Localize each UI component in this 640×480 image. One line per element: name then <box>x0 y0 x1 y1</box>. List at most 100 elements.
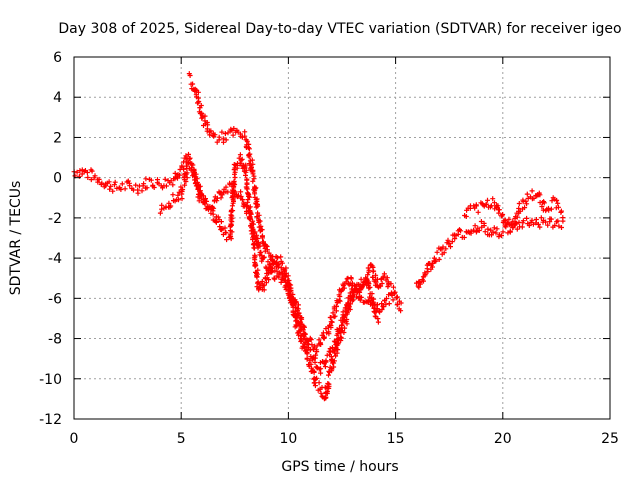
data-point <box>252 186 258 192</box>
data-point <box>474 228 480 234</box>
data-point <box>359 285 365 291</box>
data-point <box>386 292 392 298</box>
data-point <box>311 380 317 386</box>
data-point <box>367 294 373 300</box>
data-point <box>472 223 478 229</box>
data-point <box>366 267 372 273</box>
data-point <box>394 295 399 301</box>
data-point <box>229 229 235 235</box>
data-point <box>234 165 240 171</box>
data-point <box>166 200 172 206</box>
data-point <box>204 126 210 132</box>
data-point <box>298 319 304 325</box>
data-point <box>159 202 165 208</box>
data-point <box>272 276 278 282</box>
data-point <box>318 370 324 376</box>
data-point <box>245 190 251 196</box>
data-point <box>339 323 344 329</box>
data-point <box>503 224 509 230</box>
data-point <box>314 375 320 381</box>
data-point <box>335 337 340 343</box>
data-point <box>318 342 324 347</box>
data-point <box>446 241 452 246</box>
data-point <box>257 218 263 224</box>
data-point <box>533 217 539 222</box>
data-point <box>388 281 394 287</box>
data-point <box>373 272 379 278</box>
data-point <box>375 302 380 308</box>
data-point <box>163 183 169 189</box>
data-point <box>344 321 350 327</box>
data-point <box>384 275 390 281</box>
x-tick-label: 10 <box>279 431 297 447</box>
data-point <box>524 215 530 221</box>
data-point <box>239 197 245 203</box>
data-point <box>342 325 348 331</box>
data-point <box>144 185 150 191</box>
data-point <box>261 287 267 293</box>
data-point <box>326 381 332 387</box>
data-point <box>398 308 404 314</box>
data-point <box>252 229 258 235</box>
data-point <box>496 207 502 213</box>
data-point <box>256 212 262 218</box>
y-tick-label: 0 <box>53 171 62 187</box>
data-point <box>416 284 422 290</box>
data-point <box>346 304 352 310</box>
data-point <box>365 265 371 271</box>
data-point <box>139 188 145 194</box>
data-point <box>529 217 535 223</box>
data-point <box>510 224 516 230</box>
data-point <box>364 276 370 282</box>
data-point <box>538 215 544 221</box>
data-point <box>208 128 214 134</box>
data-point <box>184 170 190 176</box>
data-point <box>314 349 320 355</box>
data-point <box>272 268 278 274</box>
data-point <box>507 228 513 234</box>
data-point <box>500 212 506 217</box>
x-tick-label: 0 <box>70 431 79 447</box>
data-point <box>276 261 282 267</box>
data-point <box>523 198 529 204</box>
data-point <box>243 169 249 175</box>
data-point <box>531 195 537 201</box>
data-point <box>183 179 189 184</box>
data-point <box>228 234 234 240</box>
data-point <box>288 285 294 291</box>
data-point <box>331 338 337 344</box>
data-point <box>223 184 229 190</box>
data-point <box>184 175 190 181</box>
data-point <box>333 308 339 314</box>
data-point <box>325 384 331 390</box>
data-point <box>133 182 139 188</box>
data-point <box>251 221 256 227</box>
data-point <box>331 358 337 364</box>
data-point <box>183 153 189 159</box>
data-point <box>261 254 267 260</box>
data-point <box>250 178 256 184</box>
y-tick-label: 6 <box>53 50 62 66</box>
data-point <box>326 329 332 335</box>
data-point <box>246 146 252 152</box>
data-point <box>186 151 191 157</box>
data-point <box>495 203 501 209</box>
data-point <box>247 216 253 222</box>
data-point <box>353 283 359 289</box>
data-point <box>199 192 205 198</box>
data-point <box>225 189 231 195</box>
data-point <box>195 194 201 200</box>
data-point <box>250 161 256 167</box>
data-point <box>312 383 318 389</box>
data-point <box>294 317 300 323</box>
data-point <box>329 368 335 374</box>
data-point <box>283 287 289 292</box>
data-point <box>373 279 379 285</box>
data-point <box>250 171 256 177</box>
data-point <box>332 339 338 345</box>
data-point <box>433 258 439 264</box>
data-point <box>89 168 95 174</box>
data-point <box>275 255 280 261</box>
data-point <box>293 299 299 305</box>
data-point <box>135 190 141 196</box>
